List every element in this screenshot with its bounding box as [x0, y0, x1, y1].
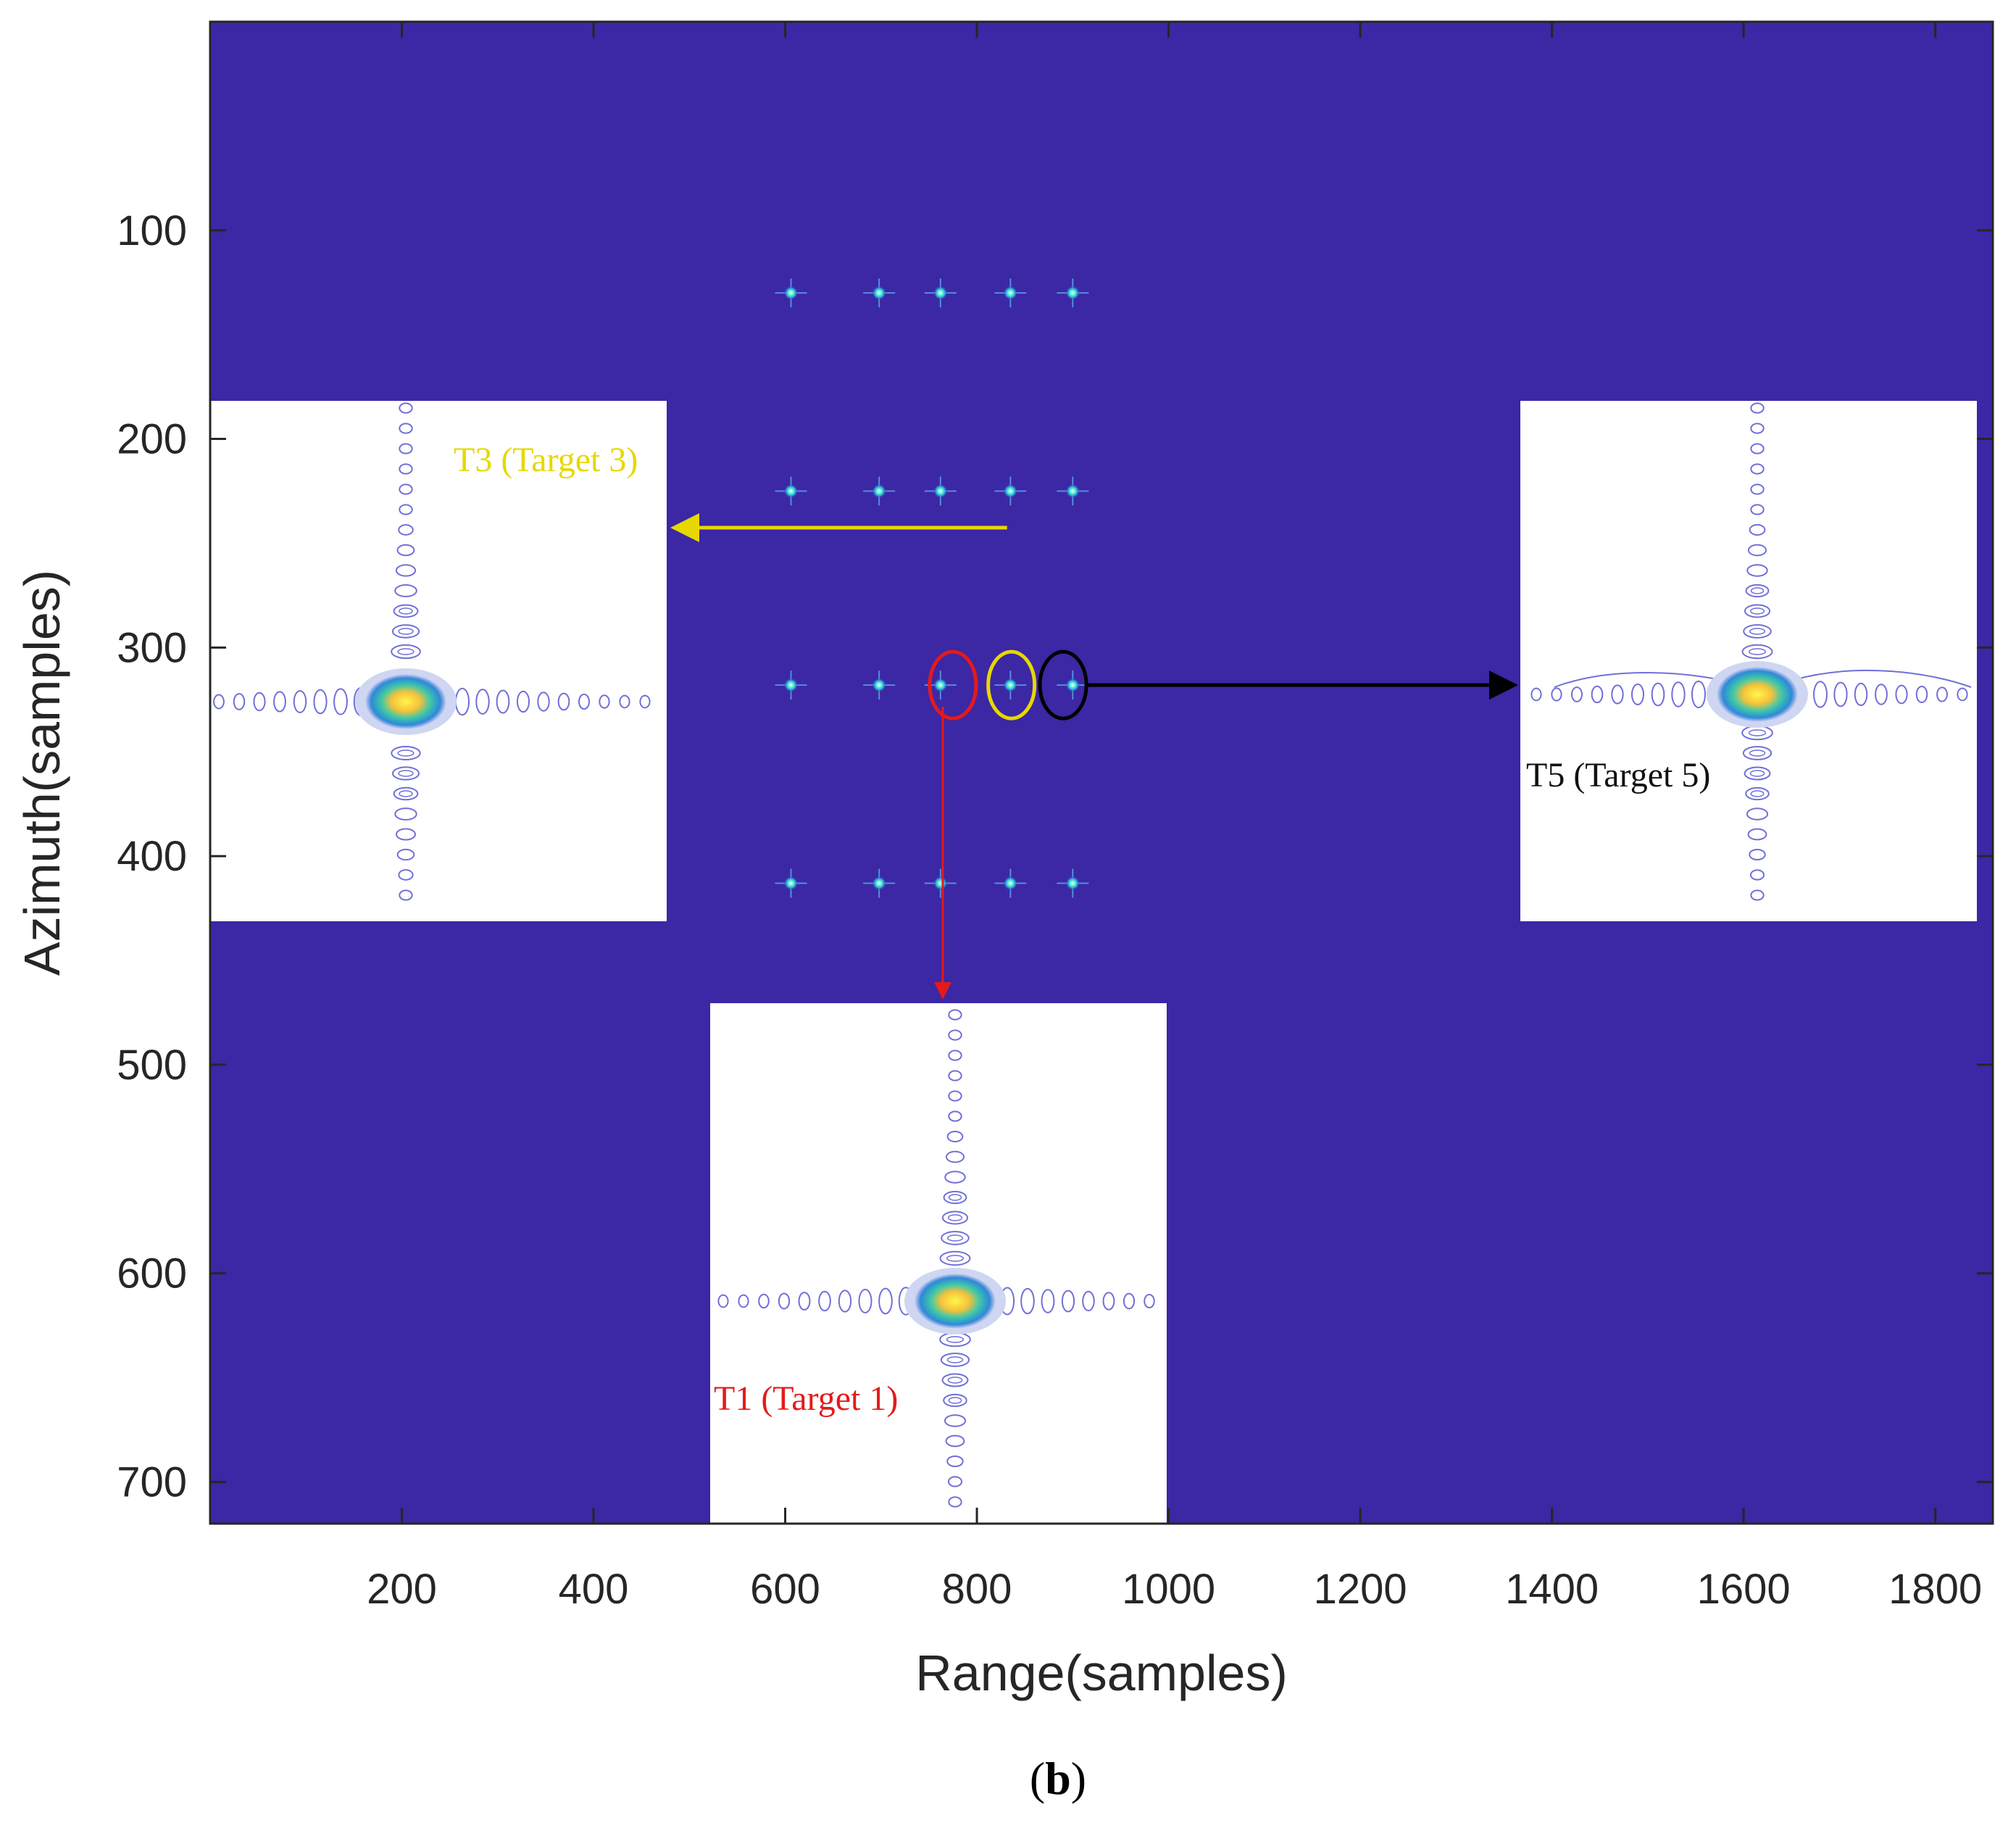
axes-frame [209, 20, 1994, 1525]
y-tick-label: 100 [117, 207, 187, 254]
y-tick-label: 200 [117, 416, 187, 463]
x-tick-label: 1400 [1505, 1566, 1599, 1613]
point-target [994, 278, 1027, 308]
point-target [775, 670, 807, 700]
point-target [1057, 670, 1089, 700]
ring-t1 [928, 649, 978, 721]
point-target [863, 278, 896, 308]
x-tick-label: 1800 [1888, 1566, 1982, 1613]
point-target [775, 278, 807, 308]
inset-t3-panel [210, 401, 667, 921]
inset-t5-panel [1520, 401, 1977, 921]
highlight-rings [928, 649, 1088, 721]
x-tick-label: 200 [367, 1566, 437, 1613]
inset-t3-label: T3 (Target 3) [454, 441, 638, 479]
point-target [924, 278, 957, 308]
y-axis-ticks: 100 200 300 400 500 600 700 [117, 207, 1993, 1506]
point-target [994, 670, 1027, 700]
point-target [994, 476, 1027, 506]
x-axis-label: Range(samples) [915, 1645, 1288, 1701]
inset-t1: T1 (Target 1) [710, 1003, 1167, 1524]
inset-t1-label: T1 (Target 1) [714, 1379, 898, 1418]
x-tick-label: 800 [942, 1566, 1012, 1613]
x-tick-label: 1200 [1314, 1566, 1407, 1613]
y-tick-label: 700 [117, 1458, 187, 1506]
point-target [1057, 476, 1089, 506]
x-tick-label: 400 [559, 1566, 629, 1613]
point-target [1057, 278, 1089, 308]
y-tick-label: 500 [117, 1042, 187, 1089]
subfigure-close: ) [1071, 1753, 1086, 1804]
inset-t1-panel [710, 1003, 1167, 1524]
y-axis-label: Azimuth(samples) [14, 570, 70, 976]
subfigure-open: ( [1030, 1753, 1045, 1804]
subfigure-label: (b) [1030, 1753, 1086, 1804]
point-target [863, 476, 896, 506]
ring-t3 [986, 649, 1037, 721]
inset-t5-label: T5 (Target 5) [1526, 756, 1710, 794]
inset-t5-contour [1530, 402, 1972, 901]
x-tick-label: 1000 [1122, 1566, 1215, 1613]
point-target [1057, 868, 1089, 898]
point-target [775, 476, 807, 506]
inset-t1-contour [717, 1009, 1155, 1508]
y-tick-label: 600 [117, 1250, 187, 1297]
x-tick-label: 600 [750, 1566, 820, 1613]
point-target [924, 476, 957, 506]
ring-t5 [1038, 649, 1088, 721]
inset-t3-contour [213, 402, 651, 901]
x-axis-ticks: 200 400 600 800 1000 1200 1400 1600 1800 [367, 22, 1982, 1613]
inset-t5: T5 (Target 5) [1520, 401, 1977, 921]
point-target [994, 868, 1027, 898]
y-tick-label: 400 [117, 833, 187, 880]
x-tick-label: 1600 [1697, 1566, 1791, 1613]
y-tick-label: 300 [117, 624, 187, 671]
subfigure-letter: b [1045, 1753, 1071, 1804]
point-target [863, 670, 896, 700]
point-target [775, 868, 807, 898]
inset-t3: T3 (Target 3) [210, 401, 667, 921]
callout-arrows [670, 513, 1518, 1000]
point-target [863, 868, 896, 898]
point-target [924, 868, 957, 898]
